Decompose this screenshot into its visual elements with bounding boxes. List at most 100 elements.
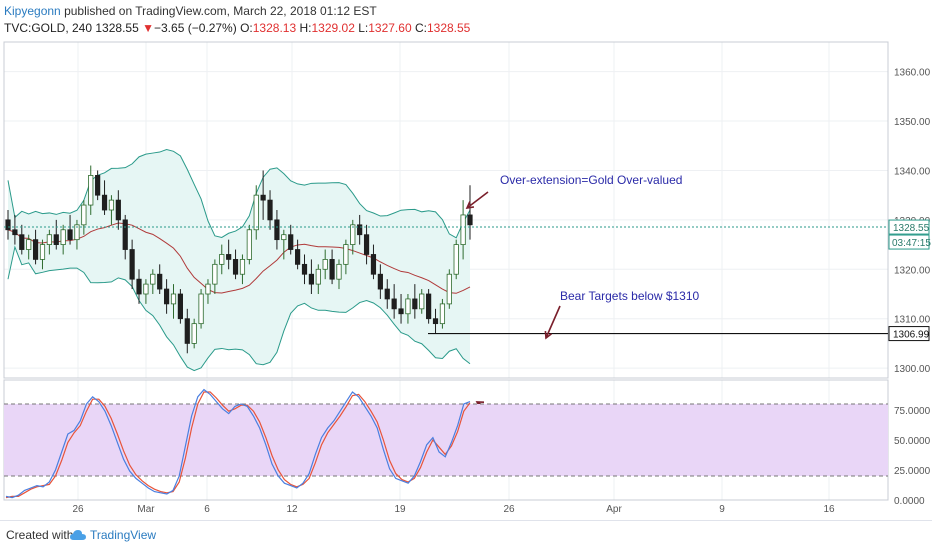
last-price-tag — [888, 219, 930, 235]
time-tick-label: Mar — [137, 504, 155, 515]
candle-body — [143, 283, 149, 295]
candlesticks — [5, 165, 473, 354]
close-value: 1328.55 — [426, 21, 471, 35]
price-tick-label: 1360.00 — [894, 68, 931, 79]
candle-body — [212, 263, 218, 285]
bear-target-annotation: Bear Targets below $1310 — [560, 289, 700, 303]
candle-body — [439, 303, 446, 325]
chart-area[interactable]: Over-extension=Gold Over-valued Bear Targ… — [0, 0, 932, 520]
candle-body — [129, 249, 135, 280]
candle-body — [274, 219, 280, 241]
candle-body — [357, 224, 363, 236]
oscillator-tick-label: 50.0000 — [894, 436, 931, 447]
overbought-oversold-band — [4, 404, 888, 476]
candle-body — [405, 298, 411, 315]
price-axis[interactable]: 1360.001350.001340.001330.001320.001310.… — [888, 68, 931, 507]
candle-body — [46, 234, 52, 245]
candle-body — [12, 229, 18, 236]
candle-body — [267, 199, 273, 221]
tradingview-link[interactable]: TradingView — [70, 528, 156, 542]
candle-body — [88, 175, 94, 206]
created-with-label: Created with — [6, 528, 74, 542]
candle-body — [315, 268, 321, 285]
time-tick-label: 16 — [823, 504, 835, 515]
last-price-label: 1328.55 — [893, 223, 930, 234]
time-tick-label: 6 — [204, 504, 210, 515]
tradingview-brand: TradingView — [90, 528, 157, 542]
candle-body — [60, 229, 66, 245]
candle-body — [19, 234, 25, 250]
oscillator-tick-label: 75.0000 — [894, 406, 931, 417]
candle-body — [336, 263, 342, 280]
candle-body — [115, 199, 121, 221]
time-tick-label: 26 — [503, 504, 515, 515]
candle-body — [239, 259, 246, 275]
candle-body — [446, 273, 452, 305]
overextension-annotation: Over-extension=Gold Over-valued — [500, 173, 682, 187]
candle-body — [460, 214, 466, 245]
candle-body — [377, 273, 383, 290]
bear-target-arrow — [545, 305, 561, 339]
candle-body — [246, 229, 252, 260]
candle-body — [322, 259, 328, 270]
candle-body — [26, 239, 32, 250]
stochastic-d-line — [5, 391, 471, 499]
candle-body — [384, 288, 390, 300]
candle-body — [288, 234, 294, 250]
price-tick-label: 1300.00 — [894, 364, 931, 375]
tradingview-cloud-icon — [70, 530, 86, 540]
target-price-label: 1306.99 — [893, 330, 930, 341]
candle-body — [363, 234, 370, 255]
candle-body — [74, 224, 80, 241]
high-value: 1329.02 — [311, 21, 355, 35]
candle-body — [191, 323, 197, 344]
candle-body — [5, 219, 11, 231]
open-value: 1328.13 — [252, 21, 297, 35]
candle-body — [412, 298, 418, 310]
target-price-tag — [888, 326, 930, 342]
band-fill — [8, 149, 470, 371]
oscillator-tick-label: 25.0000 — [894, 466, 931, 477]
down-arrow-icon: ▼ — [142, 21, 154, 35]
candle-body — [232, 259, 239, 275]
candle-body — [53, 234, 59, 245]
candle-body — [226, 254, 232, 260]
candle-body — [101, 194, 108, 211]
candle-body — [329, 259, 335, 280]
candle-body — [432, 318, 439, 325]
candle-body — [67, 229, 73, 241]
candle-body — [453, 244, 459, 275]
time-tick-label: 26 — [72, 504, 84, 515]
time-axis[interactable]: 26 Mar 6 12 19 26 Apr 9 16 — [72, 504, 835, 515]
price-lines — [4, 226, 888, 335]
candle-body — [184, 318, 190, 344]
oscillator-tick-label: 0.0000 — [894, 496, 925, 507]
candle-body — [32, 239, 39, 260]
time-tick-label: Apr — [606, 504, 622, 515]
open-label: O: — [240, 21, 253, 35]
candle-body — [219, 254, 225, 265]
upper-band-line — [7, 149, 471, 239]
candle-body — [108, 199, 115, 211]
candle-body — [177, 293, 183, 320]
price-tick-label: 1350.00 — [894, 117, 931, 128]
candle-body — [398, 308, 404, 315]
overextension-arrow — [466, 191, 489, 209]
stochastic-oscillator — [4, 388, 888, 499]
overextension-arrow-head — [465, 201, 475, 210]
stochastic-k-line — [5, 388, 471, 499]
low-label: L: — [358, 21, 369, 35]
candle-body — [95, 175, 101, 196]
candle-body — [136, 278, 142, 295]
countdown-tag — [888, 234, 930, 250]
candle-body — [467, 214, 473, 226]
candle-body — [253, 194, 259, 231]
symbol-info: TVC:GOLD, 240 1328.55 ▼−3.65 (−0.27%) O:… — [4, 21, 470, 35]
last-price: 1328.55 — [95, 21, 139, 35]
candle-body — [198, 293, 204, 325]
candle-body — [343, 244, 349, 265]
candle-body — [281, 234, 287, 241]
author-name[interactable]: Kipyegonn — [4, 4, 61, 18]
candle-body — [426, 293, 432, 320]
price-tick-label: 1310.00 — [894, 315, 931, 326]
